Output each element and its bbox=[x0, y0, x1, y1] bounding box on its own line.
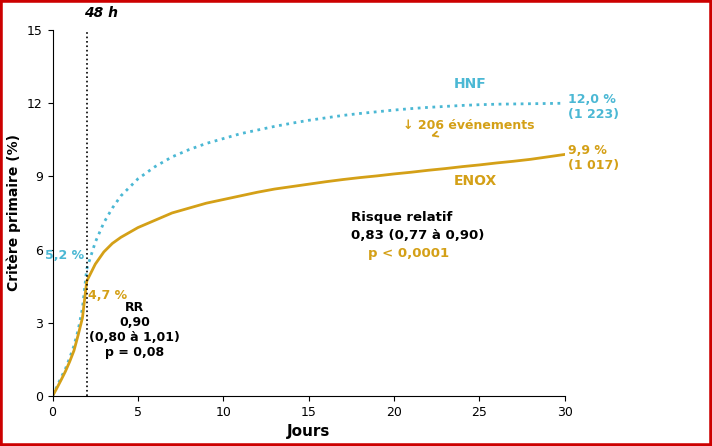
Text: ↓ 206 événements: ↓ 206 événements bbox=[402, 119, 534, 136]
Text: 4,7 %: 4,7 % bbox=[88, 289, 127, 301]
Text: (1 017): (1 017) bbox=[568, 159, 619, 172]
Text: 48 h: 48 h bbox=[84, 6, 118, 21]
Text: (1 223): (1 223) bbox=[568, 107, 619, 121]
X-axis label: Jours: Jours bbox=[287, 424, 330, 439]
Text: 9,9 %: 9,9 % bbox=[568, 144, 607, 157]
Y-axis label: Critère primaire (%): Critère primaire (%) bbox=[7, 134, 21, 291]
Text: HNF: HNF bbox=[454, 77, 486, 91]
Text: 0,83 (0,77 à 0,90): 0,83 (0,77 à 0,90) bbox=[352, 229, 485, 242]
Text: 5,2 %: 5,2 % bbox=[45, 249, 84, 262]
Text: 12,0 %: 12,0 % bbox=[568, 93, 616, 106]
Text: Risque relatif: Risque relatif bbox=[352, 211, 453, 223]
Text: RR
0,90
(0,80 à 1,01)
p = 0,08: RR 0,90 (0,80 à 1,01) p = 0,08 bbox=[89, 301, 180, 359]
Text: p < 0,0001: p < 0,0001 bbox=[369, 247, 449, 260]
Text: ENOX: ENOX bbox=[454, 174, 497, 188]
